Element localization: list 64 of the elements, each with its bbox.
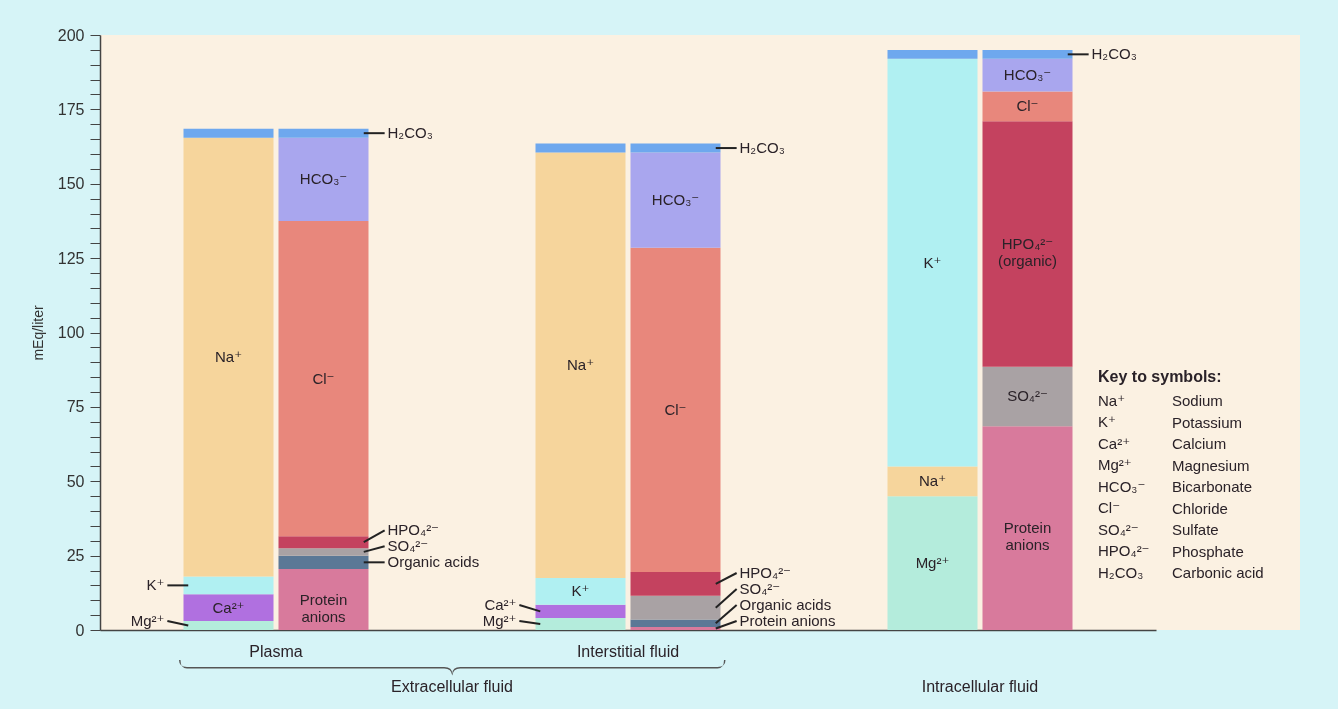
series-label: Mg²⁺ [130,612,165,629]
series-label: HPO₄²⁻ [387,521,440,539]
y-tick-label: 75 [66,398,85,416]
text: HCO₃⁻ [651,191,700,209]
y-tick-label: 125 [57,249,85,267]
annotation: Key to symbols: [1098,368,1223,386]
series-label: SO₄²⁻ [387,537,429,555]
y-axis-title: mEq/liter [29,305,46,361]
text: Intracellular fluid [921,677,1039,695]
series-label: HPO₄²⁻ (organic) [997,234,1058,269]
text: Interstitial fluid [576,643,680,661]
text: Na⁺ [566,356,595,374]
series-label: Na⁺ [214,348,243,366]
annotation: HCO₃⁻ [1098,477,1147,496]
annotation: Bicarbonate [1172,478,1253,496]
series-label: Protein anions [299,590,348,625]
annotation: Calcium [1172,435,1227,453]
text: Extracellular fluid [391,677,513,695]
series-label: H₂CO₃ [387,124,433,142]
text: Mg²⁺ [915,554,950,572]
text: HCO₃⁻ [299,170,348,188]
annotation: Potassium [1172,413,1243,431]
y-tick-label: 175 [57,100,85,118]
annotation: Carbonic acid [1172,564,1264,582]
annotation: SO₄²⁻ [1098,520,1140,539]
text: Protein anions [1003,519,1052,554]
text: Mg²⁺ [482,612,517,629]
text: H₂CO₃ [1091,45,1137,63]
y-tick-label: 0 [75,621,85,639]
annotation: Sulfate [1172,521,1219,539]
text: H₂CO₃ [739,139,785,157]
series-label: Organic acids [387,553,480,571]
text: SO₄²⁻ [1007,387,1048,405]
text: Cl⁻ [664,400,687,418]
annotation: K⁺ [1098,413,1117,432]
annotation: Magnesium [1172,456,1250,474]
series-label: Na⁺ [918,472,947,490]
text: Organic acids [739,596,832,613]
annotation: Sodium [1172,392,1223,410]
y-tick-label: 50 [66,472,85,490]
text: K⁺ [146,576,165,594]
annotation: HPO₄²⁻ [1098,542,1151,561]
text: Plasma [249,643,303,661]
y-tick-label: 25 [66,547,85,565]
y-tick-label: 100 [57,324,85,341]
text: Ca²⁺ [484,596,517,613]
annotation: Phosphate [1172,542,1244,560]
series-label: HCO₃⁻ [1003,66,1052,84]
annotation: Ca²⁺ [1098,434,1132,453]
text: SO₄²⁻ [739,580,781,597]
annotation: H₂CO₃ [1098,564,1145,582]
text: Protein anions [739,612,836,629]
series-label: Cl⁻ [1016,97,1039,115]
text: Cl⁻ [312,369,335,387]
annotation: Cl⁻ [1098,499,1122,518]
y-tick-label: 200 [57,26,85,44]
annotation: Chloride [1172,499,1228,517]
y-tick-label: 150 [57,175,85,193]
series-label: K⁺ [571,582,590,600]
text: HPO₄²⁻ [739,564,792,581]
series-label: Ca²⁺ [212,598,245,616]
annotation: Na⁺ [1098,391,1127,410]
annotation: Mg²⁺ [1098,456,1133,475]
text: K⁺ [923,253,942,271]
